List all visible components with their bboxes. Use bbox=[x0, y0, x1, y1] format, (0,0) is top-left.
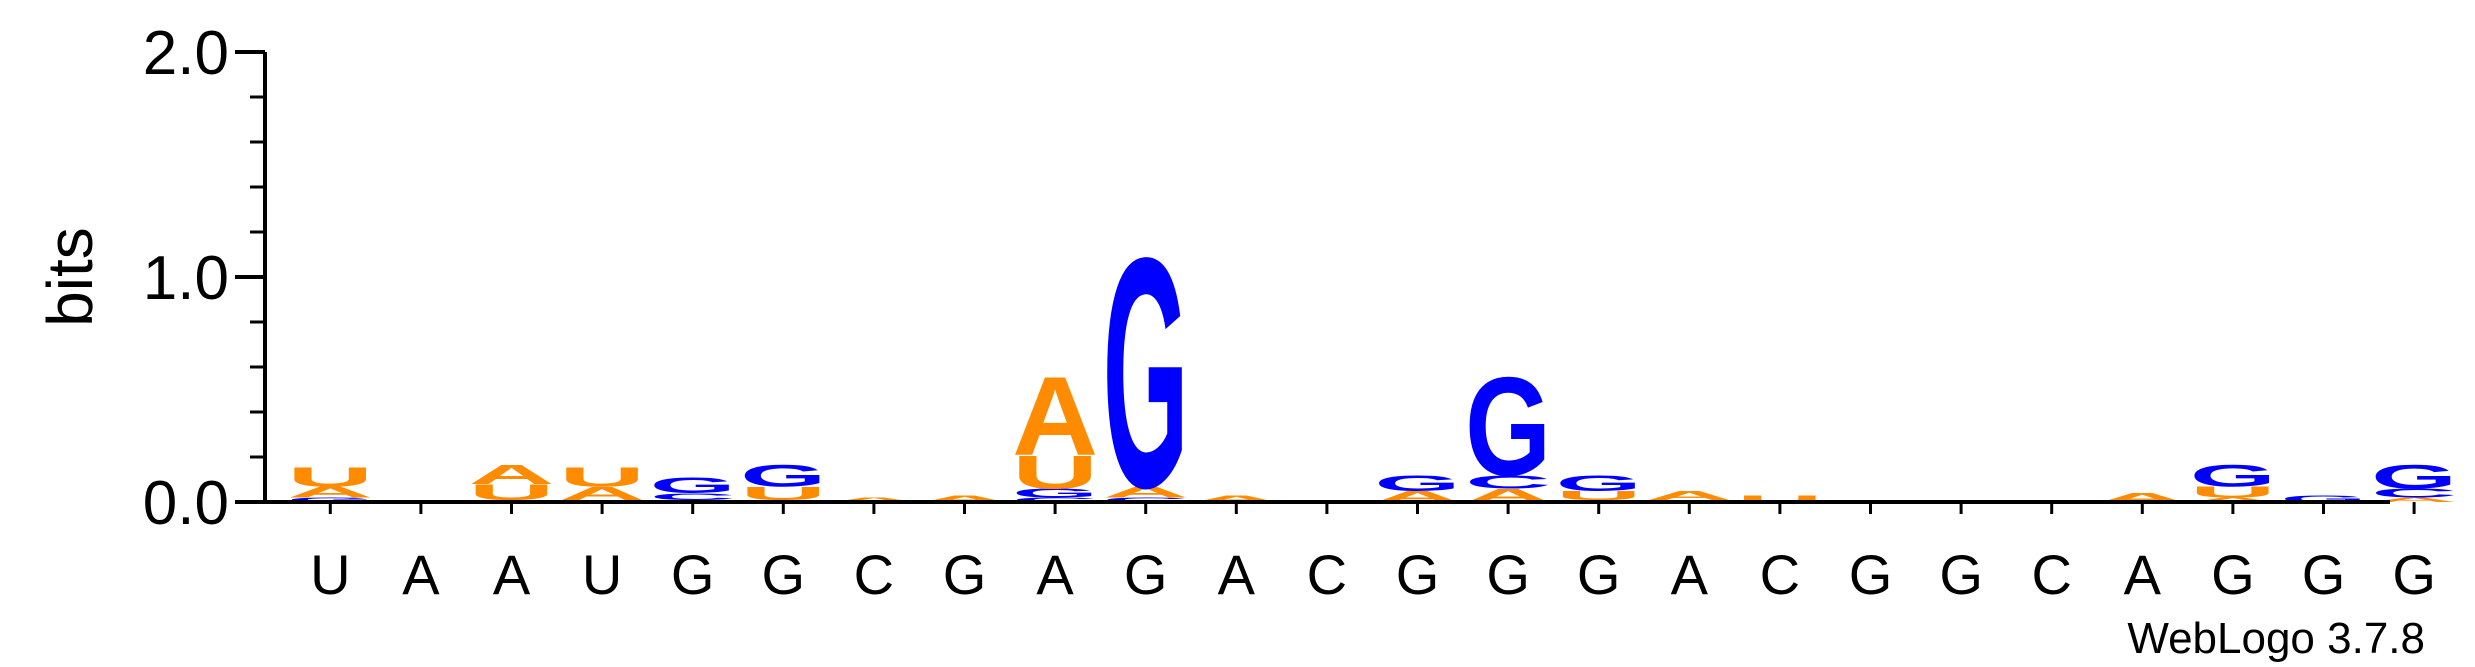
logo-letter-a: A bbox=[2371, 496, 2457, 503]
x-tick-label: U bbox=[310, 543, 350, 606]
y-axis-ticks: 0.0 1.0 2.0 bbox=[143, 19, 265, 538]
y-tick-label: 2.0 bbox=[143, 19, 229, 88]
x-tick-label: C bbox=[1760, 543, 1800, 606]
logo-letter-g: G bbox=[1556, 471, 1642, 495]
x-tick-label: C bbox=[854, 543, 894, 606]
x-tick-label: G bbox=[1396, 543, 1440, 606]
x-tick-label: G bbox=[2302, 543, 2346, 606]
x-tick-label: G bbox=[671, 543, 715, 606]
x-tick-label: C bbox=[2031, 543, 2071, 606]
logo-letter-a: A bbox=[469, 459, 555, 490]
x-tick-label: G bbox=[2392, 543, 2436, 606]
logo-letter-g: G bbox=[2281, 494, 2367, 505]
logo-letter-c: C bbox=[1012, 496, 1098, 503]
logo-letter-a: A bbox=[831, 496, 917, 503]
x-tick-label: G bbox=[1849, 543, 1893, 606]
logo-letter-a: A bbox=[287, 483, 373, 500]
logo-letter-g: G bbox=[1375, 471, 1461, 495]
x-tick-label: G bbox=[2211, 543, 2255, 606]
x-tick-label: U bbox=[582, 543, 622, 606]
logo-letter-g: G bbox=[1012, 486, 1098, 500]
logo-letter-u: U bbox=[287, 461, 373, 492]
logo-letter-c: C bbox=[650, 491, 736, 501]
logo-letter-a: A bbox=[1103, 483, 1189, 500]
logo-letter-g: G bbox=[740, 458, 826, 493]
x-tick-label: C bbox=[1307, 543, 1347, 606]
logo-letter-c: C bbox=[2371, 486, 2457, 500]
logo-letter-a: A bbox=[1193, 494, 1279, 504]
x-tick-label: A bbox=[402, 543, 440, 606]
logo-letter-a: A bbox=[1012, 353, 1098, 479]
x-tick-label: G bbox=[1124, 543, 1168, 606]
x-tick-label: G bbox=[1486, 543, 1530, 606]
logo-letter-a: A bbox=[922, 494, 1008, 504]
logo-letter-u: U bbox=[1556, 488, 1642, 502]
x-tick-label: A bbox=[2124, 543, 2162, 606]
logo-letter-g: G bbox=[2190, 458, 2276, 493]
logo-letter-c: C bbox=[1465, 472, 1551, 493]
logo-letter-a: A bbox=[2190, 496, 2276, 503]
logo-letter-c: C bbox=[1103, 496, 1189, 503]
x-tick-label: G bbox=[943, 543, 987, 606]
logo-letter-g: G bbox=[1103, 189, 1189, 556]
x-tick-label: G bbox=[1939, 543, 1983, 606]
logo-letter-u: U bbox=[740, 483, 826, 504]
y-tick-label: 1.0 bbox=[143, 244, 229, 313]
x-tick-label: G bbox=[1577, 543, 1621, 606]
y-axis-label: bits bbox=[34, 227, 106, 327]
weblogo-credit: WebLogo 3.7.8 bbox=[2127, 614, 2425, 663]
x-tick-label: A bbox=[493, 543, 531, 606]
x-tick-label: A bbox=[1218, 543, 1256, 606]
logo-letter-u: U bbox=[1012, 447, 1098, 499]
x-tick-label: A bbox=[1671, 543, 1709, 606]
x-tick-label: A bbox=[1036, 543, 1074, 606]
logo-letter-g: G bbox=[1465, 348, 1551, 505]
y-tick-label: 0.0 bbox=[143, 469, 229, 538]
logo-letter-u: U bbox=[1737, 494, 1823, 504]
logo-letter-u: U bbox=[2190, 483, 2276, 500]
logo-letter-a: A bbox=[559, 483, 645, 504]
logo-letter-g: G bbox=[2371, 458, 2457, 496]
logo-letter-a: A bbox=[1646, 488, 1732, 502]
logo-letter-u: U bbox=[559, 461, 645, 492]
x-tick-label: G bbox=[762, 543, 806, 606]
logo-letter-g: G bbox=[287, 496, 373, 503]
logo-letter-g: G bbox=[650, 473, 736, 497]
